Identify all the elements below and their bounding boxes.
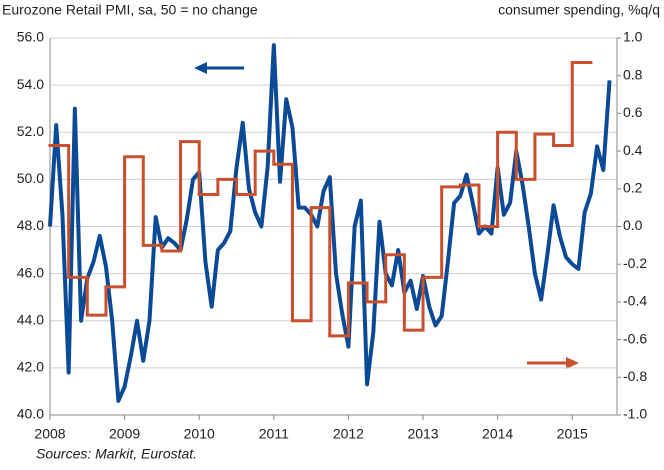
y2-tick-label: -0.4 [623, 293, 647, 309]
y-tick-label: 54.0 [17, 76, 44, 92]
y2-tick-label: 0.4 [623, 142, 643, 158]
x-tick-label: 2011 [259, 426, 289, 442]
x-tick-label: 2015 [557, 426, 588, 442]
y2-tick-label: 1.0 [623, 29, 643, 45]
left-arrow [194, 62, 244, 74]
y2-tick-label: 0.2 [623, 180, 643, 196]
y-tick-label: 44.0 [17, 311, 44, 327]
y-tick-label: 42.0 [17, 359, 44, 375]
y2-tick-label: -1.0 [623, 406, 647, 422]
y-tick-label: 46.0 [17, 264, 44, 280]
x-tick-label: 2009 [109, 426, 140, 442]
y-tick-label: 40.0 [17, 406, 44, 422]
x-tick-label: 2008 [34, 426, 65, 442]
y2-tick-label: -0.2 [623, 255, 647, 271]
y2-tick-label: 0.0 [623, 217, 643, 233]
y-tick-label: 52.0 [17, 123, 44, 139]
y-tick-label: 56.0 [17, 29, 44, 45]
y2-tick-label: 0.8 [623, 66, 643, 82]
y-tick-label: 50.0 [17, 170, 44, 186]
right-arrow [527, 357, 579, 369]
y2-tick-label: 0.6 [623, 104, 643, 120]
y2-tick-label: -0.8 [623, 368, 647, 384]
y-tick-label: 48.0 [17, 217, 44, 233]
x-tick-label: 2014 [482, 426, 513, 442]
x-tick-label: 2013 [407, 426, 438, 442]
x-tick-label: 2010 [184, 426, 215, 442]
source-note: Sources: Markit, Eurostat. [36, 446, 197, 462]
y2-axis-title: consumer spending, %q/q [498, 2, 660, 18]
x-tick-label: 2012 [333, 426, 364, 442]
y2-tick-label: -0.6 [623, 330, 647, 346]
chart-title: Eurozone Retail PMI, sa, 50 = no change [2, 2, 258, 18]
